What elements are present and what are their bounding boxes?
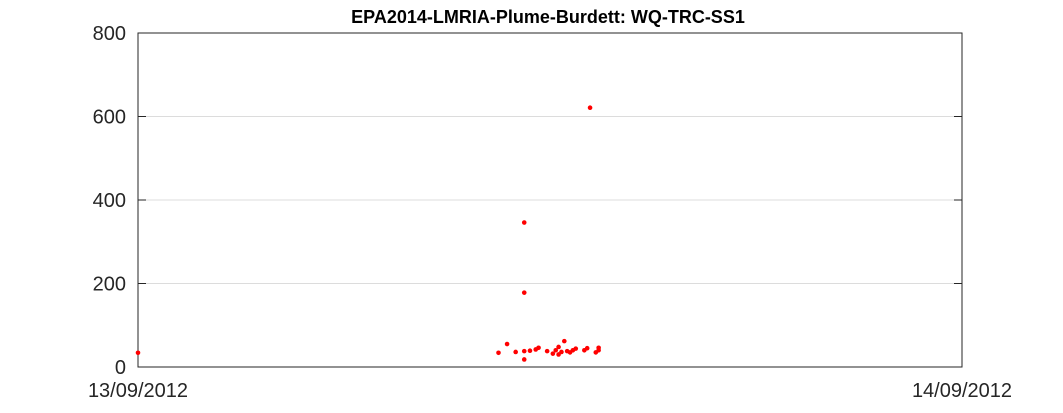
data-point — [556, 344, 561, 350]
x-axis: 13/09/2012 14/09/2012 — [88, 33, 1012, 402]
data-point — [584, 345, 590, 351]
data-point — [544, 348, 550, 354]
x-tick-label: 14/09/2012 — [912, 380, 1012, 402]
data-point — [513, 349, 518, 355]
data-point — [550, 351, 556, 356]
y-tick-label: 0 — [115, 357, 126, 379]
data-point — [521, 220, 527, 225]
data-point — [135, 350, 141, 356]
x-tick-label: 13/09/2012 — [88, 380, 188, 402]
y-tick-label: 200 — [93, 274, 126, 296]
y-tick-label: 600 — [93, 107, 126, 129]
grid — [138, 116, 962, 284]
data-point — [587, 105, 593, 111]
data-point — [521, 357, 527, 362]
data-point — [504, 341, 510, 347]
plot-area — [137, 32, 963, 368]
y-tick-label: 400 — [93, 190, 126, 212]
data-point — [521, 290, 527, 295]
data-point — [562, 338, 567, 344]
data-point — [553, 348, 559, 353]
data-point — [527, 348, 533, 354]
data-point — [536, 345, 541, 351]
y-tick-label: 800 — [93, 23, 126, 45]
data-point — [521, 348, 527, 354]
data-point — [496, 350, 501, 356]
y-axis: 0 200 400 600 800 — [93, 23, 962, 379]
data-point — [596, 345, 601, 351]
data-points — [135, 105, 601, 362]
chart-title: EPA2014-LMRIA-Plume-Burdett: WQ-TRC-SS1 — [351, 7, 745, 27]
data-point — [573, 346, 579, 351]
data-point — [559, 349, 564, 355]
